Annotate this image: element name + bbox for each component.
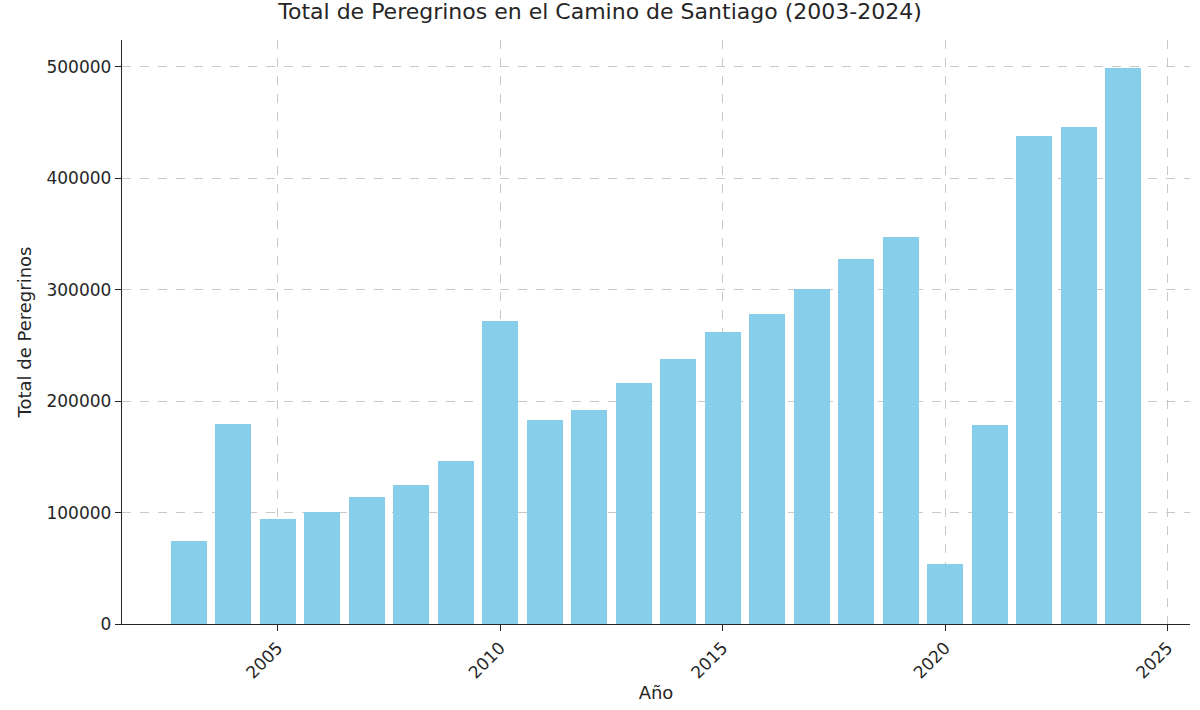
svg-text:500000: 500000 — [46, 57, 111, 77]
svg-text:Total de Peregrinos en el Cami: Total de Peregrinos en el Camino de Sant… — [277, 0, 921, 24]
svg-text:2005: 2005 — [242, 638, 287, 683]
svg-text:2010: 2010 — [464, 638, 509, 683]
svg-text:300000: 300000 — [46, 280, 111, 300]
svg-text:400000: 400000 — [46, 168, 111, 188]
svg-text:2020: 2020 — [909, 638, 954, 683]
svg-text:100000: 100000 — [46, 503, 111, 523]
svg-text:200000: 200000 — [46, 391, 111, 411]
svg-text:Total de Peregrinos: Total de Peregrinos — [14, 247, 35, 419]
svg-text:2015: 2015 — [687, 638, 732, 683]
svg-text:0: 0 — [101, 614, 112, 634]
svg-text:2025: 2025 — [1132, 638, 1177, 683]
svg-text:Año: Año — [639, 682, 674, 703]
